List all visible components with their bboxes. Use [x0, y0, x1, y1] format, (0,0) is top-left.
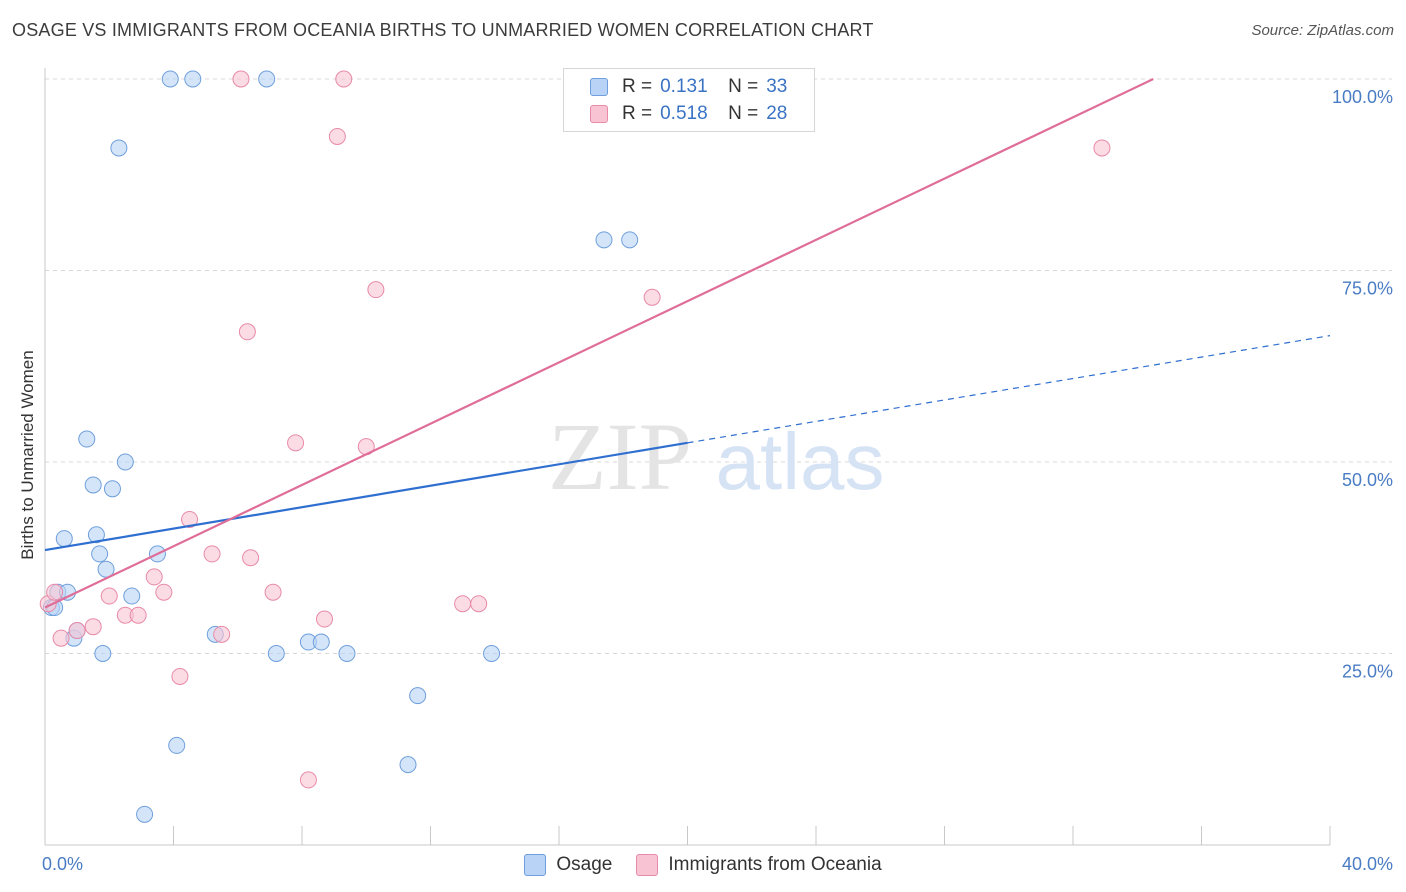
legend-n-value: 33	[766, 76, 788, 97]
osage-swatch	[590, 78, 608, 96]
osage-point-17	[161, 70, 179, 88]
oceania-point-4	[84, 618, 102, 636]
osage-point-12	[110, 139, 128, 157]
oceania-swatch	[590, 105, 608, 123]
osage-point-24	[312, 633, 330, 651]
osage-point-31	[87, 526, 105, 544]
x-tick-label-max: 40.0%	[1342, 854, 1393, 874]
oceania-point-24	[367, 281, 385, 299]
oceania-point-22	[335, 70, 353, 88]
oceania-point-17	[264, 583, 282, 601]
osage-point-28	[483, 645, 501, 662]
oceania-point-13	[213, 625, 231, 643]
osage-point-15	[136, 805, 154, 823]
oceania-point-15	[238, 323, 256, 341]
y-tick-label-100: 100.0%	[1332, 87, 1393, 107]
osage-point-2	[55, 530, 73, 548]
oceania-point-16	[242, 549, 260, 567]
y-tick-label-25: 25.0%	[1342, 662, 1393, 682]
oceania-point-12	[203, 545, 221, 563]
oceania-point-7	[129, 606, 147, 624]
osage-point-11	[103, 480, 121, 498]
legend-row-osage: R = 0.131 N = 33	[590, 75, 787, 99]
oceania-point-5	[100, 587, 118, 605]
osage-point-14	[123, 587, 141, 605]
osage-legend-swatch	[524, 854, 547, 876]
oceania-point-8	[145, 568, 163, 586]
osage-point-13	[116, 453, 134, 471]
y-tick-label-75: 75.0%	[1342, 279, 1393, 299]
chart-title: OSAGE VS IMMIGRANTS FROM OCEANIA BIRTHS …	[12, 20, 874, 40]
axis-layer	[44, 68, 1331, 846]
legend-r-value: 0.518	[660, 103, 708, 124]
watermark-zip: ZIP	[548, 403, 692, 510]
oceania-point-27	[643, 288, 661, 306]
oceania-point-26	[470, 595, 488, 613]
oceania-point-18	[287, 434, 305, 452]
source-label: Source: ZipAtlas.com	[1251, 22, 1394, 39]
osage-point-25	[338, 645, 356, 662]
legend-item-oceania[interactable]: Immigrants from Oceania	[636, 854, 882, 876]
oceania-point-2	[52, 629, 70, 647]
oceania-point-10	[171, 667, 189, 685]
osage-point-9	[94, 645, 112, 662]
legend-osage-label: Osage	[556, 854, 613, 875]
y-tick-label-50: 50.0%	[1342, 470, 1393, 490]
osage-trend-extension	[687, 335, 1331, 444]
oceania-point-28	[1093, 139, 1111, 157]
trend-layer	[44, 78, 1331, 609]
osage-trend-line	[44, 441, 688, 552]
oceania-point-1	[46, 583, 64, 601]
x-tick-label-min: 0.0%	[42, 854, 83, 874]
osage-point-30	[621, 231, 639, 249]
oceania-trend-line	[44, 78, 1154, 609]
oceania-point-9	[155, 583, 173, 601]
legend-r-label: R =	[622, 103, 653, 124]
osage-point-27	[409, 687, 427, 705]
legend-r-label: R =	[622, 76, 653, 97]
grid-layer	[45, 78, 1392, 654]
legend-n-value: 28	[766, 103, 788, 124]
oceania-point-3	[68, 622, 86, 640]
osage-point-19	[184, 70, 202, 88]
legend-oceania-label: Immigrants from Oceania	[668, 854, 882, 875]
oceania-point-25	[454, 595, 472, 613]
osage-point-6	[78, 430, 96, 448]
osage-point-26	[399, 756, 417, 774]
series-legend: Osage Immigrants from Oceania	[0, 852, 1406, 878]
legend-row-oceania: R = 0.518 N = 28	[590, 102, 787, 126]
stats-legend: R = 0.131 N = 33 R = 0.518 N = 28	[563, 68, 815, 132]
osage-point-21	[258, 70, 276, 88]
osage-point-18	[168, 736, 186, 754]
oceania-point-21	[328, 127, 346, 145]
oceania-point-14	[232, 70, 250, 88]
oceania-point-19	[299, 771, 317, 789]
tick-label-layer: 25.0% 50.0% 75.0% 100.0% 0.0% 40.0%	[42, 87, 1393, 874]
oceania-point-20	[315, 610, 333, 628]
oceania-point-11	[181, 510, 199, 528]
osage-point-22	[267, 645, 285, 662]
osage-point-8	[91, 545, 109, 563]
legend-item-osage[interactable]: Osage	[524, 854, 612, 876]
watermark-atlas: atlas	[716, 417, 885, 506]
osage-point-7	[84, 476, 102, 494]
points-layer	[39, 70, 1111, 823]
osage-point-29	[595, 231, 613, 249]
legend-n-label: N =	[728, 76, 759, 97]
legend-r-value: 0.131	[660, 76, 708, 97]
legend-n-label: N =	[728, 103, 759, 124]
oceania-legend-swatch	[636, 854, 659, 876]
